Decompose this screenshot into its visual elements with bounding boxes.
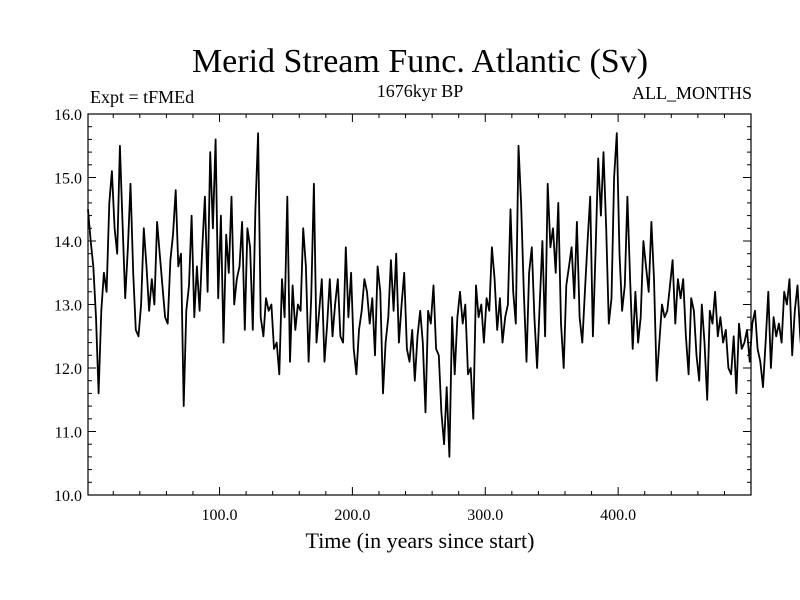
x-tick-label: 400.0 — [600, 507, 636, 524]
subtitle-center: 1676kyr BP — [377, 81, 464, 101]
data-series-line — [87, 132, 800, 458]
y-tick-label: 13.0 — [54, 298, 82, 315]
x-tick-label: 100.0 — [202, 507, 238, 524]
y-tick-label: 15.0 — [54, 171, 82, 188]
subtitle-left: Expt = tFMEd — [90, 87, 194, 107]
y-tick-label: 10.0 — [54, 488, 82, 505]
y-tick-label: 11.0 — [55, 425, 82, 442]
y-tick-label: 16.0 — [54, 107, 82, 124]
y-tick-label: 14.0 — [54, 234, 82, 251]
x-axis-label: Time (in years since start) — [306, 528, 535, 553]
chart-title: Merid Stream Func. Atlantic (Sv) — [192, 43, 648, 80]
x-tick-label: 200.0 — [334, 507, 370, 524]
subtitle-right: ALL_MONTHS — [632, 83, 752, 103]
y-tick-label: 12.0 — [54, 361, 82, 378]
x-tick-label: 300.0 — [467, 507, 503, 524]
tick-label-layer: 10.0 11.0 12.0 13.0 14.0 15.0 16.0 100.0 200.0 30… — [54, 107, 636, 524]
plot-frame — [87, 113, 752, 496]
